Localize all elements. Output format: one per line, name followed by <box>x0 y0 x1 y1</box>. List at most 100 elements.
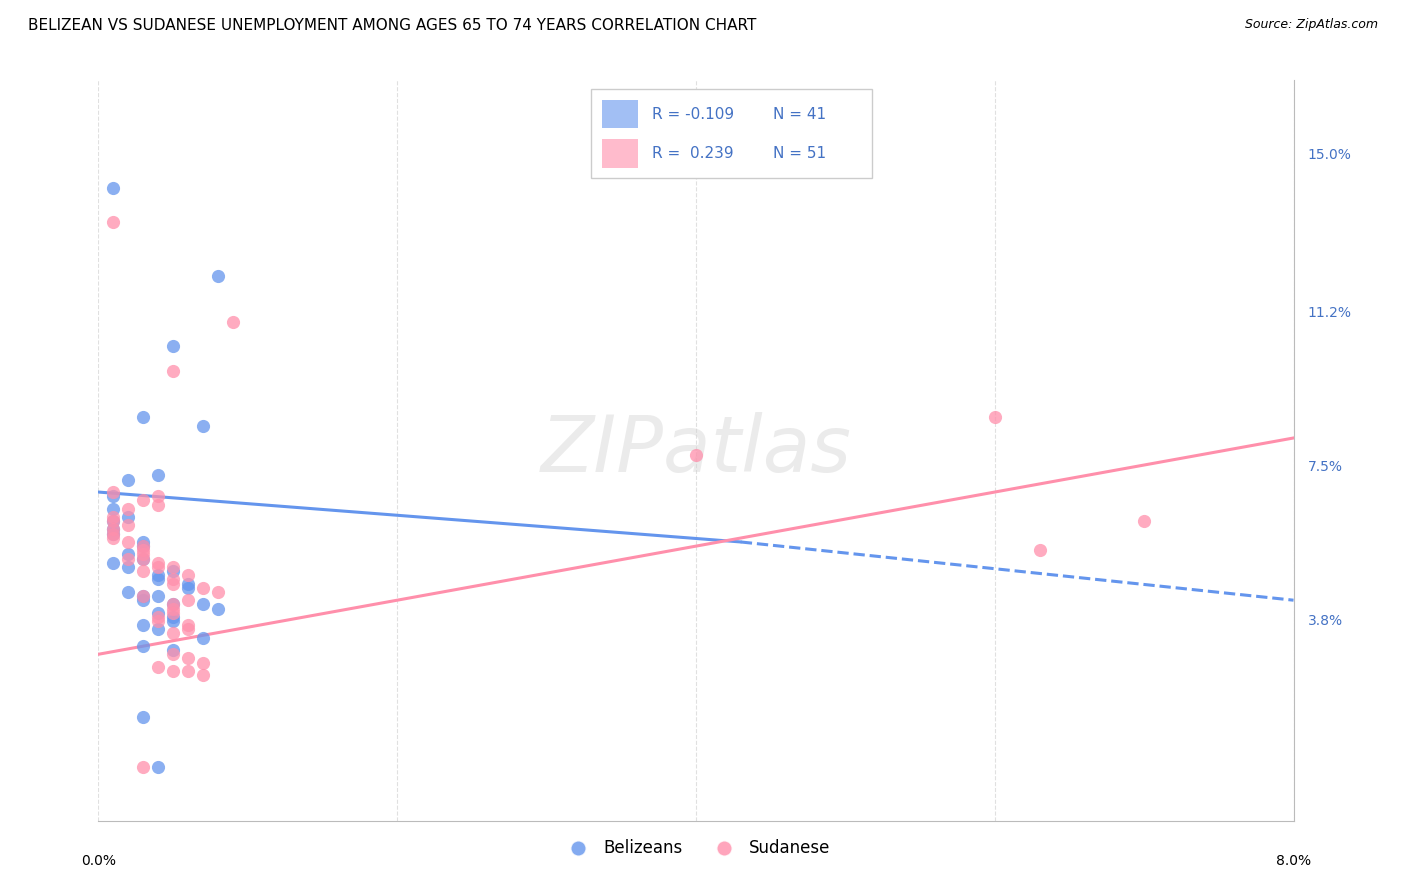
Text: 3.8%: 3.8% <box>1308 614 1343 628</box>
Point <box>117 518 139 533</box>
Point <box>162 598 184 612</box>
Point <box>103 485 125 500</box>
Point <box>148 489 170 503</box>
Point <box>207 268 229 283</box>
Text: BELIZEAN VS SUDANESE UNEMPLOYMENT AMONG AGES 65 TO 74 YEARS CORRELATION CHART: BELIZEAN VS SUDANESE UNEMPLOYMENT AMONG … <box>28 18 756 33</box>
Point <box>132 589 155 603</box>
Point <box>148 610 170 624</box>
Point <box>103 514 125 528</box>
Point <box>148 659 170 673</box>
Point <box>984 410 1007 425</box>
Point <box>177 618 200 632</box>
Point <box>103 523 125 537</box>
Point <box>132 539 155 553</box>
Point <box>103 489 125 503</box>
Point <box>103 523 125 537</box>
Point <box>177 581 200 595</box>
Point <box>132 639 155 653</box>
Point <box>162 643 184 657</box>
Point <box>117 501 139 516</box>
Point <box>132 589 155 603</box>
Point <box>117 510 139 524</box>
Point <box>103 514 125 528</box>
Point <box>191 631 214 645</box>
Text: N = 41: N = 41 <box>773 107 827 121</box>
Point <box>191 418 214 433</box>
Point <box>177 651 200 665</box>
Point <box>177 576 200 591</box>
Point <box>177 593 200 607</box>
Text: 0.0%: 0.0% <box>82 854 115 868</box>
Point <box>191 598 214 612</box>
Point <box>132 493 155 508</box>
Text: Source: ZipAtlas.com: Source: ZipAtlas.com <box>1244 18 1378 31</box>
Point <box>117 473 139 487</box>
Point <box>148 606 170 620</box>
Point <box>117 551 139 566</box>
Point <box>177 623 200 637</box>
Point <box>162 614 184 628</box>
Text: ZIPatlas: ZIPatlas <box>540 412 852 489</box>
Point <box>132 618 155 632</box>
Point <box>162 601 184 615</box>
Point <box>132 759 155 773</box>
Text: N = 51: N = 51 <box>773 146 827 161</box>
Point <box>103 556 125 570</box>
Point <box>177 568 200 582</box>
Point <box>148 498 170 512</box>
Point <box>148 468 170 483</box>
Point <box>103 531 125 545</box>
Point <box>1028 543 1050 558</box>
Point <box>162 364 184 378</box>
Point <box>132 535 155 549</box>
Point <box>148 573 170 587</box>
Point <box>148 589 170 603</box>
Point <box>132 410 155 425</box>
Point <box>162 560 184 574</box>
Point <box>117 560 139 574</box>
Point <box>103 526 125 541</box>
Point <box>132 593 155 607</box>
Point <box>162 564 184 578</box>
Text: 7.5%: 7.5% <box>1308 460 1343 474</box>
Point <box>162 626 184 640</box>
Point <box>191 656 214 670</box>
Point <box>162 339 184 353</box>
Point <box>117 585 139 599</box>
Text: R = -0.109: R = -0.109 <box>652 107 734 121</box>
Point <box>162 606 184 620</box>
Point <box>1133 514 1156 528</box>
Point <box>207 601 229 615</box>
Point <box>132 564 155 578</box>
Point <box>207 585 229 599</box>
Point <box>132 551 155 566</box>
Point <box>103 215 125 229</box>
Point <box>132 543 155 558</box>
Point <box>177 664 200 678</box>
Point <box>132 551 155 566</box>
Point <box>162 573 184 587</box>
Bar <box>602 100 638 128</box>
Point <box>191 581 214 595</box>
Point <box>191 668 214 682</box>
Point <box>148 759 170 773</box>
Point <box>162 610 184 624</box>
Point <box>103 181 125 195</box>
Point <box>148 556 170 570</box>
Point <box>685 448 707 462</box>
Point <box>222 314 245 328</box>
Text: 15.0%: 15.0% <box>1308 148 1351 162</box>
Bar <box>602 139 638 168</box>
Point <box>132 709 155 723</box>
Text: 11.2%: 11.2% <box>1308 306 1351 320</box>
Point <box>148 623 170 637</box>
Point <box>132 539 155 553</box>
Point <box>117 535 139 549</box>
Point <box>117 548 139 562</box>
Point <box>148 568 170 582</box>
Point <box>103 526 125 541</box>
Point <box>148 614 170 628</box>
Point <box>148 560 170 574</box>
Legend: Belizeans, Sudanese: Belizeans, Sudanese <box>555 833 837 864</box>
Point <box>162 576 184 591</box>
